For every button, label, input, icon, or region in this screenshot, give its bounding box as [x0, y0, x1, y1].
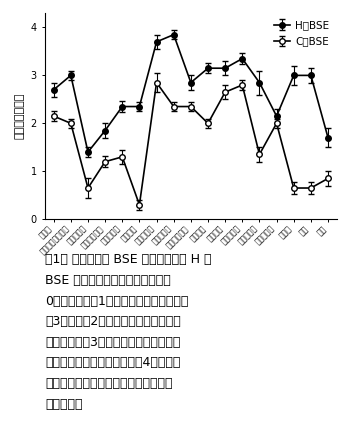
Legend: H型BSE, C型BSE: H型BSE, C型BSE — [272, 18, 331, 49]
Text: 0：空胞なし、1：低倍の視野下で空胞数: 0：空胞なし、1：低倍の視野下で空胞数 — [45, 295, 188, 308]
Text: 視野下で無数の空胞と空胞同士の融合: 視野下で無数の空胞と空胞同士の融合 — [45, 377, 172, 390]
Text: が3個以下、2：低倍の視野下で数個の: が3個以下、2：低倍の視野下で数個の — [45, 315, 181, 328]
Y-axis label: 空胞変性の程度: 空胞変性の程度 — [15, 93, 25, 140]
Text: 図1． 脳での定型 BSE 脳内接種牛と H 型: 図1． 脳での定型 BSE 脳内接種牛と H 型 — [45, 253, 212, 266]
Text: 空胞が散在、3：低倍の視野下で多数の: 空胞が散在、3：低倍の視野下で多数の — [45, 336, 180, 349]
Text: も見られる: も見られる — [45, 398, 83, 411]
Text: BSE 脳内接種牛の空胞変性の比較: BSE 脳内接種牛の空胞変性の比較 — [45, 274, 171, 287]
Text: 視野下で多数の空胞が散在、4：低倍の: 視野下で多数の空胞が散在、4：低倍の — [45, 357, 180, 369]
